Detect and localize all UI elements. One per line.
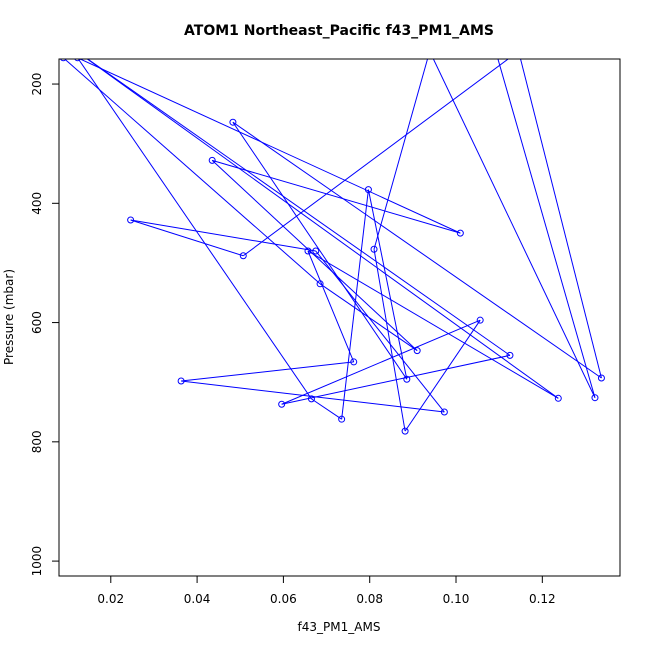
data-point bbox=[427, 48, 433, 54]
data-point bbox=[278, 400, 286, 408]
x-tick-label: 0.06 bbox=[270, 592, 297, 606]
data-point bbox=[403, 375, 411, 383]
data-point bbox=[208, 156, 216, 164]
data-point bbox=[493, 48, 499, 54]
series-line-segment bbox=[77, 59, 312, 400]
series-line-segment bbox=[181, 361, 354, 382]
series-line-segment bbox=[432, 59, 596, 398]
data-point bbox=[597, 374, 605, 382]
x-axis: 0.02 0.04 0.06 0.08 0.10 0.12 bbox=[97, 576, 556, 606]
data-point bbox=[401, 427, 409, 435]
series-line-segment bbox=[497, 59, 596, 398]
plot-frame bbox=[58, 58, 621, 577]
data-point bbox=[440, 408, 448, 416]
series-line-segment bbox=[232, 121, 602, 379]
data-point bbox=[74, 59, 81, 62]
series-line-segment bbox=[281, 354, 511, 405]
data-point bbox=[516, 48, 522, 54]
chart-title: ATOM1 Northeast_Pacific f43_PM1_AMS bbox=[184, 23, 494, 39]
series-line-segment bbox=[341, 189, 369, 420]
series-line-segment bbox=[520, 59, 602, 379]
data-point bbox=[554, 394, 562, 402]
data-point bbox=[127, 216, 135, 224]
plot-area bbox=[60, 45, 605, 435]
series-line-segment bbox=[373, 59, 429, 250]
data-point bbox=[591, 394, 599, 402]
data-point bbox=[69, 45, 75, 51]
series-line-segment bbox=[130, 219, 244, 257]
y-tick-label: 400 bbox=[30, 192, 44, 215]
y-tick-label: 1000 bbox=[30, 546, 44, 577]
series-line-segment bbox=[307, 250, 559, 399]
y-tick-label: 800 bbox=[30, 430, 44, 453]
series-line-segment bbox=[78, 59, 461, 234]
series-line-segment bbox=[232, 121, 408, 380]
series-line-segment bbox=[311, 398, 342, 420]
series-line-segment bbox=[130, 219, 316, 252]
x-tick-label: 0.04 bbox=[184, 592, 211, 606]
data-point bbox=[229, 118, 237, 126]
y-tick-label: 600 bbox=[30, 311, 44, 334]
series-line-segment bbox=[307, 250, 355, 363]
y-tick-label: 200 bbox=[30, 73, 44, 96]
x-axis-label: f43_PM1_AMS bbox=[298, 620, 381, 634]
data-point bbox=[370, 245, 378, 253]
data-point bbox=[312, 247, 320, 255]
data-point bbox=[413, 347, 421, 355]
series-line-segment bbox=[86, 59, 559, 399]
series-line-segment bbox=[212, 159, 461, 234]
y-axis-label: Pressure (mbar) bbox=[2, 269, 16, 365]
series-line-segment bbox=[404, 319, 481, 432]
series-line-segment bbox=[281, 319, 481, 405]
data-point bbox=[304, 247, 312, 255]
series-line-segment bbox=[63, 59, 321, 285]
x-tick-label: 0.02 bbox=[97, 592, 124, 606]
data-point bbox=[338, 415, 346, 423]
data-point bbox=[307, 395, 315, 403]
y-axis: 200 400 600 800 1000 bbox=[30, 73, 59, 577]
data-point bbox=[239, 252, 247, 260]
series-line-segment bbox=[373, 249, 406, 432]
data-point bbox=[60, 59, 67, 62]
x-tick-label: 0.10 bbox=[443, 592, 470, 606]
data-point bbox=[350, 358, 358, 366]
series-line-segment bbox=[242, 59, 509, 257]
series-line-segment bbox=[86, 59, 511, 356]
data-point bbox=[506, 351, 514, 359]
data-point bbox=[364, 186, 372, 194]
data-point bbox=[177, 377, 185, 385]
data-point bbox=[476, 316, 484, 324]
data-point bbox=[316, 280, 324, 288]
x-tick-label: 0.12 bbox=[529, 592, 556, 606]
x-tick-label: 0.08 bbox=[356, 592, 383, 606]
data-point bbox=[456, 229, 464, 237]
series-line-segment bbox=[315, 250, 445, 413]
